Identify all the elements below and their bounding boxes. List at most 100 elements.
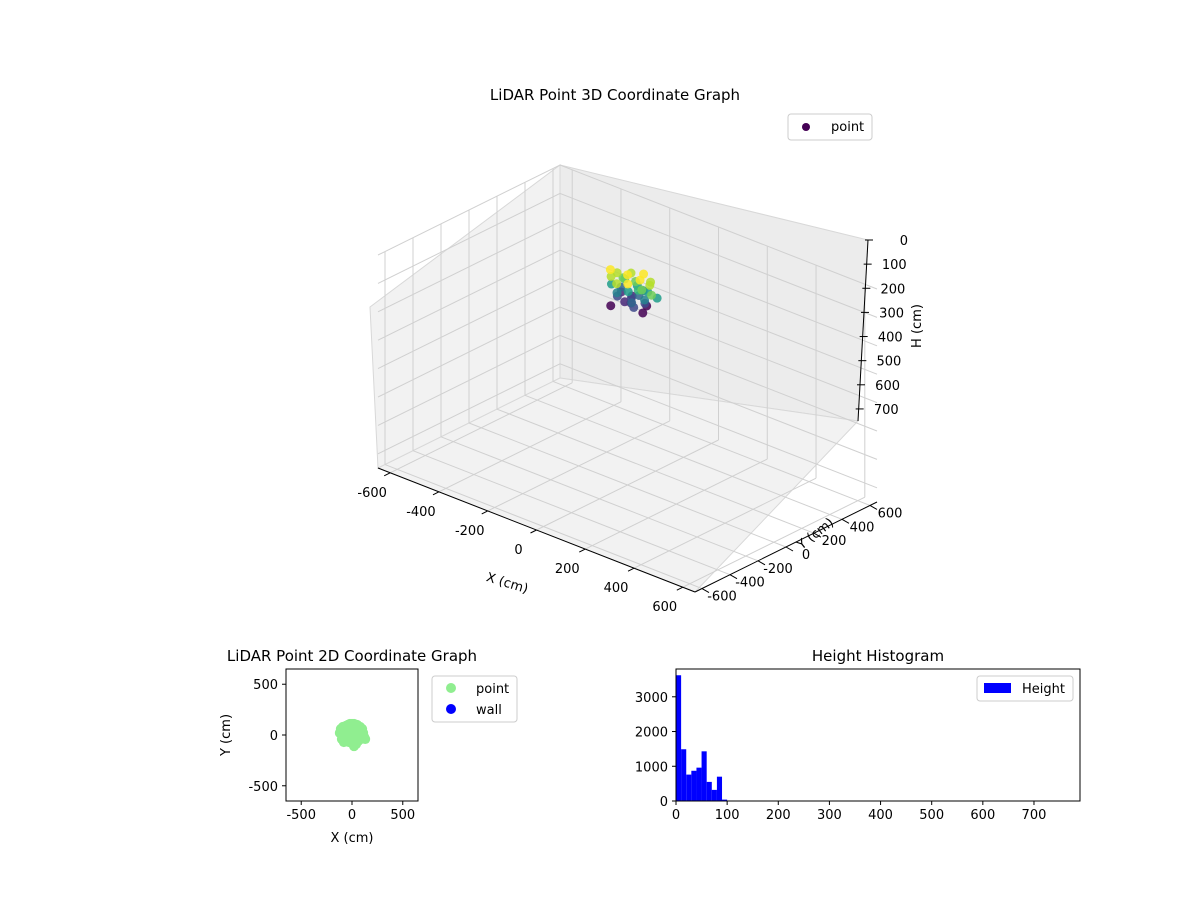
points-2d [334,718,371,752]
legend-histogram: Height [976,675,1074,702]
x-tick-label-histogram: 700 [1022,808,1047,823]
legend-3d-label: point [831,120,864,135]
point-2d-point [354,725,365,736]
x-tick-3d [627,567,635,572]
x-tick-label-3d: 200 [555,562,580,577]
grid-z [377,306,878,432]
point-3d [647,290,657,300]
point-3d [640,295,650,305]
y-tick-label-3d: -200 [763,562,793,577]
z-tick-label-3d: 500 [877,355,902,370]
y-tick-label-2d: -500 [248,780,278,795]
x-tick-3d [530,529,537,534]
ticks-3d: -600-400-2000200400600-600-400-200020040… [357,234,908,615]
grid-y-floor [496,408,815,534]
grid-z [377,164,878,290]
point-3d [623,279,633,289]
histogram-bar [676,675,682,801]
z-axis-label-3d: H (cm) [910,304,925,348]
y-tick-3d [869,505,878,510]
x-tick-label-3d: -400 [406,505,436,520]
ticks-histogram: 0 100 200 300 400 500 600 700 0 1000 2000 3000 [635,691,1046,823]
x-axis-line-3d [377,467,696,593]
chart-2d: LiDAR Point 2D Coordinate Graph -500 0 500… [219,647,518,846]
histogram-bar [706,781,712,801]
grid-y-floor [468,422,787,548]
y-tick-3d [785,546,794,552]
point-3d [605,265,615,275]
grid-3d [377,164,878,590]
point-3d [638,308,648,318]
points-3d [605,265,662,318]
y-tick-label-histogram: 1000 [635,760,668,775]
legend-3d: point [787,113,873,141]
histogram-bars [676,675,728,801]
grid-y-floor [440,436,759,562]
z-tick-label-3d: 0 [900,234,908,249]
grid-z [377,278,878,404]
legend-histogram-label: Height [1022,682,1065,697]
z-axis-line-3d [857,239,869,422]
chart-3d-title: LiDAR Point 3D Coordinate Graph [490,86,740,104]
point-3d [612,279,622,289]
grid-z [377,249,878,375]
y-tick-label-3d: -400 [735,576,765,591]
chart-3d: LiDAR Point 3D Coordinate Graph -600-400… [357,86,925,615]
x-axis-label-2d: X (cm) [331,831,374,846]
grid-z [377,334,878,460]
grid-y-floor [524,394,843,520]
y-tick-3d [757,560,766,566]
y-tick-3d [729,574,738,580]
legend-3d-frame [787,113,873,141]
point-3d [635,275,645,285]
histogram-bar [716,776,723,801]
y-tick-label-3d: 600 [878,506,903,521]
legend-2d-marker-point [446,683,456,693]
x-tick-label-histogram: 200 [766,808,791,823]
y-tick-3d [701,588,710,593]
y-tick-3d [813,532,822,538]
y-tick-3d [841,518,850,524]
legend-2d-marker-wall [446,704,456,714]
x-tick-label-histogram: 100 [715,808,740,823]
y-axis-label-2d: Y (cm) [219,714,234,757]
point-3d [620,297,630,307]
x-tick-label-histogram: 600 [970,808,995,823]
chart-2d-title: LiDAR Point 2D Coordinate Graph [227,647,477,665]
z-tick-label-3d: 300 [879,306,904,321]
y-axis-line-3d [694,501,878,593]
x-tick-label-3d: -200 [455,524,485,539]
x-tick-3d [676,586,684,591]
z-tick-label-3d: 700 [874,403,899,418]
x-tick-label-2d: 0 [348,808,356,823]
x-tick-label-3d: -600 [357,486,387,501]
point-3d [627,298,637,308]
x-tick-label-histogram: 0 [672,808,680,823]
x-axis-label-3d: X (cm) [484,570,530,597]
histogram-bar [681,749,687,801]
legend-3d-marker [802,123,810,131]
x-tick-label-3d: 600 [652,600,677,615]
grid-y-floor [412,450,731,576]
y-tick-label-histogram: 3000 [635,691,668,706]
histogram-bar [691,770,697,801]
point-2d-point [338,728,349,739]
legend-2d-label-point: point [476,682,509,697]
histogram-bar [722,799,728,801]
y-tick-label-2d: 0 [270,729,278,744]
grid-y-floor [552,380,871,506]
legend-histogram-frame [976,675,1074,702]
x-tick-label-3d: 400 [604,581,629,596]
point-3d [606,301,616,311]
histogram-bar [711,789,717,801]
point-3d [645,280,655,290]
grid-z [377,363,878,489]
chart-histogram: Height Histogram 0 100 200 300 400 500 600 7000… [635,647,1081,823]
y-tick-label-3d: -600 [707,590,737,605]
x-tick-label-histogram: 400 [868,808,893,823]
y-tick-label-histogram: 2000 [635,726,668,741]
grid-z [377,221,878,347]
point-3d [606,271,616,281]
x-tick-3d [383,472,391,477]
legend-2d: point wall [431,675,518,723]
